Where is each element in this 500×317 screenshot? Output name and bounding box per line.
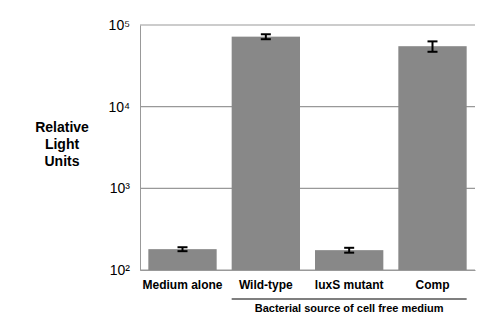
chart: 10² 10³ 10⁴ 10⁵ Medium alone Wild-type luxS mu… [0, 0, 500, 317]
error-bar-part [428, 40, 438, 42]
grid [140, 25, 475, 270]
x-tick-label: luxS mutant [315, 278, 384, 292]
bar [315, 250, 383, 270]
x-tick-label: Comp [416, 278, 450, 292]
x-tick: Wild-type [239, 270, 293, 292]
error-bar-part [344, 252, 354, 254]
bar [398, 46, 466, 270]
error-bar-part [432, 41, 434, 51]
error-bar [344, 248, 354, 253]
y-tick: 10⁴ [108, 99, 140, 115]
bar [232, 37, 300, 270]
y-tick-label: 10⁵ [109, 17, 130, 33]
bars [148, 34, 466, 270]
x-tick-label: Medium alone [142, 278, 222, 292]
error-bar [428, 41, 438, 51]
error-bar-part [428, 51, 438, 53]
annotation: Bacterial source of cell free medium [255, 302, 444, 314]
y-axis: 10² 10³ 10⁴ 10⁵ [108, 17, 140, 278]
error-bar-part [261, 33, 271, 35]
error-bar-part [178, 250, 188, 252]
error-bar [178, 247, 188, 251]
y-tick: 10⁵ [109, 17, 140, 33]
y-tick-label: 10⁴ [108, 99, 130, 115]
x-axis-line [141, 270, 476, 271]
bar [148, 249, 216, 270]
error-bar-part [261, 38, 271, 40]
error-bar [261, 34, 271, 39]
y-axis-title: RelativeLightUnits [35, 119, 89, 169]
grid-line [140, 24, 475, 25]
y-axis-line [140, 26, 141, 271]
y-tick-label: 10³ [110, 180, 131, 196]
x-axis: Medium alone Wild-type luxS mutant Comp [141, 270, 476, 292]
y-tick-label: 10² [110, 262, 131, 278]
x-tick: luxS mutant [315, 270, 384, 292]
error-bar-part [178, 246, 188, 248]
annotation-bracket [232, 298, 467, 299]
error-bar-part [344, 247, 354, 249]
y-tick: 10² [110, 262, 140, 278]
y-tick: 10³ [110, 180, 140, 196]
x-tick: Comp [416, 270, 450, 292]
x-tick-label: Wild-type [239, 278, 293, 292]
plot: 10² 10³ 10⁴ 10⁵ Medium alone Wild-type luxS mu… [108, 17, 475, 292]
x-tick: Medium alone [142, 270, 222, 292]
